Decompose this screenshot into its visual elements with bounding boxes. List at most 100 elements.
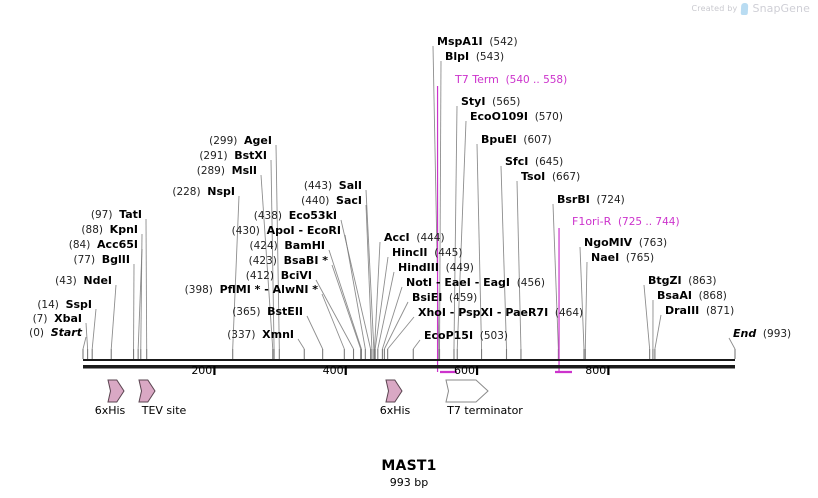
map-title-block: MAST1 993 bp	[0, 458, 818, 489]
enzyme-position: (444)	[416, 232, 445, 244]
ruler-label-200: 200	[191, 364, 213, 377]
enzyme-label-bcivi[interactable]: (412) BciVI	[246, 270, 312, 283]
enzyme-label-bglii[interactable]: (77) BglII	[74, 254, 130, 267]
enzyme-name: SspI	[65, 298, 92, 311]
cut-site-leader	[321, 293, 345, 350]
enzyme-label-eco53ki[interactable]: (438) Eco53kI	[253, 210, 337, 223]
enzyme-label-mspa1i[interactable]: MspA1I (542)	[437, 36, 518, 49]
enzyme-name: EaeI	[444, 276, 471, 289]
enzyme-label-hindiii[interactable]: HindIII (449)	[398, 262, 474, 275]
cut-site-leader	[270, 159, 275, 350]
enzyme-label-end[interactable]: End (993)	[733, 328, 792, 341]
enzyme-name: PspXI	[458, 306, 494, 319]
cut-site-leader	[381, 286, 403, 350]
enzyme-label-acc65i[interactable]: (84) Acc65I	[68, 239, 138, 252]
enzyme-label-xbai[interactable]: (7) XbaI	[33, 313, 82, 326]
enzyme-name-separator: -	[294, 224, 307, 237]
enzyme-name: NdeI	[83, 274, 112, 287]
enzyme-label-btgzi[interactable]: BtgZI (863)	[648, 275, 717, 288]
cut-site-leader	[377, 271, 395, 350]
primer-label-t7-term[interactable]: T7 Term (540 .. 558)	[455, 73, 567, 87]
enzyme-label-bsabi[interactable]: (423) BsaBI *	[249, 255, 328, 268]
cut-site-leader	[145, 218, 148, 350]
cut-site-leader	[476, 143, 483, 350]
enzyme-position: (398)	[184, 284, 213, 296]
sequence-backbone	[83, 359, 735, 369]
enzyme-label-ecoo109i[interactable]: EcoO109I (570)	[470, 111, 563, 124]
watermark-created-by-label: Created by	[691, 4, 738, 13]
enzyme-name: Start	[50, 326, 82, 339]
enzyme-label-saci[interactable]: (440) SacI	[301, 195, 362, 208]
primer-name: T7 Term	[455, 73, 499, 86]
enzyme-label-agei[interactable]: (299) AgeI	[209, 135, 272, 148]
enzyme-label-pflmi[interactable]: (398) PflMI * - AlwNI *	[184, 284, 318, 297]
enzyme-label-bamhi[interactable]: (424) BamHI	[249, 240, 326, 253]
enzyme-position: (43)	[55, 275, 77, 287]
enzyme-name: SalI	[338, 179, 362, 192]
cut-site-leader	[728, 337, 736, 350]
enzyme-name: SfcI	[505, 155, 529, 168]
enzyme-label-bsaai[interactable]: BsaAI (868)	[657, 290, 727, 303]
feature-caption-6xhis-2[interactable]: 6xHis	[379, 404, 411, 417]
enzyme-label-nspi[interactable]: (228) NspI	[172, 186, 235, 199]
enzyme-label-ngomiv[interactable]: NgoMIV (763)	[584, 237, 668, 250]
enzyme-position: (763)	[638, 237, 668, 249]
enzyme-position: (438)	[253, 210, 282, 222]
primer-leader-lines	[436, 86, 560, 372]
cut-site-leader	[340, 219, 372, 350]
enzyme-label-ecop15i[interactable]: EcoP15I (503)	[424, 330, 508, 343]
enzyme-name: TsoI	[521, 170, 546, 183]
primer-label-f1ori-r[interactable]: F1ori-R (725 .. 744)	[572, 216, 680, 229]
feature-caption-t7-terminator[interactable]: T7 terminator	[447, 404, 523, 417]
enzyme-position: (291)	[199, 150, 228, 162]
enzyme-label-acci[interactable]: AccI (444)	[384, 232, 445, 245]
enzyme-label-bsrbi[interactable]: BsrBI (724)	[557, 194, 625, 207]
enzyme-label-xmni[interactable]: (337) XmnI	[227, 329, 294, 342]
enzyme-label-kpni[interactable]: (88) KpnI	[81, 224, 138, 237]
cut-site-leader	[331, 264, 362, 350]
enzyme-position: (424)	[249, 240, 278, 252]
enzyme-position: (993)	[762, 328, 792, 340]
enzyme-position: (459)	[449, 292, 478, 304]
feature-caption-6xhis[interactable]: 6xHis	[94, 404, 126, 417]
enzyme-label-hincii[interactable]: HincII (445)	[392, 247, 462, 260]
feature-caption-tev-site[interactable]: TEV site	[141, 404, 187, 417]
enzyme-label-bstei[interactable]: (365) BstEII	[232, 306, 303, 319]
enzyme-position: (724)	[596, 194, 625, 206]
cut-site-leader-lines	[82, 45, 736, 359]
enzyme-label-msli[interactable]: (289) MslI	[197, 165, 257, 178]
enzyme-label-sfci[interactable]: SfcI (645)	[505, 155, 563, 169]
ruler-tick-mark	[344, 366, 347, 375]
enzyme-label-sspi[interactable]: (14) SspI	[37, 298, 92, 312]
enzyme-name: ApoI	[266, 224, 295, 237]
enzyme-position: (871)	[705, 305, 735, 317]
enzyme-label-tati[interactable]: (97) TatI	[91, 208, 142, 222]
cut-site-leader	[453, 105, 458, 350]
enzyme-position: (365)	[232, 306, 261, 318]
enzyme-label-tsoi[interactable]: TsoI (667)	[521, 170, 580, 184]
cut-site-leader	[110, 284, 117, 350]
enzyme-label-bsiei[interactable]: BsiEI (459)	[412, 292, 478, 305]
enzyme-position: (88)	[81, 224, 103, 236]
enzyme-position: (84)	[68, 239, 91, 251]
enzyme-label-ndei[interactable]: (43) NdeI	[55, 274, 112, 288]
cut-site-leader	[306, 315, 324, 350]
watermark-brand-label: SnapGene	[752, 2, 810, 15]
cut-site-leader	[643, 284, 651, 350]
enzyme-label-naei[interactable]: NaeI (765)	[591, 252, 654, 265]
enzyme-label-start[interactable]: (0) Start	[29, 326, 82, 340]
enzyme-name-separator: -	[470, 276, 484, 289]
enzyme-label-bstxi[interactable]: (291) BstXI	[199, 150, 267, 163]
enzyme-name: TatI	[119, 208, 142, 221]
feature-arrow-6xhis-2	[385, 379, 403, 403]
feature-arrow-tev-site	[138, 379, 156, 403]
enzyme-label-apoi[interactable]: (430) ApoI - EcoRI	[232, 224, 341, 238]
enzyme-label-styi[interactable]: StyI (565)	[461, 96, 520, 109]
cut-site-leader	[579, 246, 585, 350]
enzyme-label-bpuei[interactable]: BpuEI (607)	[481, 134, 552, 147]
enzyme-label-sali[interactable]: (443) SalI	[304, 179, 362, 193]
enzyme-label-noti[interactable]: NotI - EaeI - EagI (456)	[406, 276, 545, 290]
enzyme-label-xhoi[interactable]: XhoI - PspXI - PaeR7I (464)	[418, 306, 583, 320]
enzyme-label-blpi[interactable]: BlpI (543)	[445, 51, 504, 64]
enzyme-label-draiii[interactable]: DraIII (871)	[665, 305, 735, 318]
